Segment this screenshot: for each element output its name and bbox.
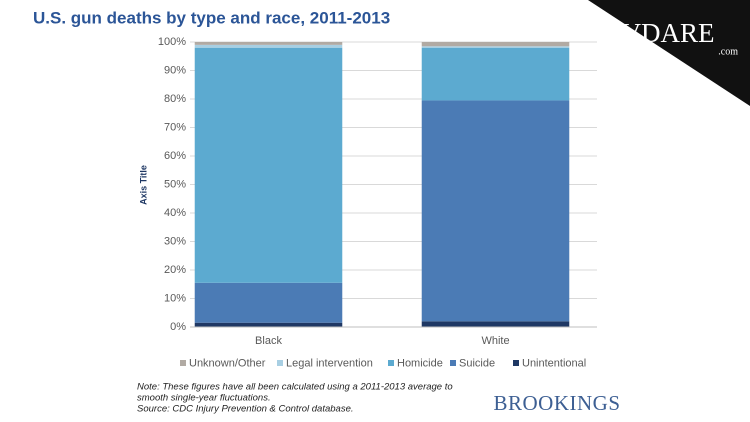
note: Note: These figures have all been calcul…: [137, 382, 453, 415]
legend-swatch: [180, 360, 186, 366]
legend-swatch: [277, 360, 283, 366]
legend-label: Homicide: [397, 357, 443, 369]
bar-segment: [194, 282, 343, 323]
x-tick-label: White: [481, 335, 509, 347]
chart-title: U.S. gun deaths by type and race, 2011-2…: [33, 8, 390, 27]
y-tick-label: 60%: [164, 150, 186, 162]
y-tick-label: 10%: [164, 292, 186, 304]
y-tick-label: 40%: [164, 207, 186, 219]
watermark-corner: [588, 0, 750, 106]
watermark-suffix: .com: [718, 46, 738, 57]
bar-segment: [421, 47, 570, 101]
y-tick-label: 70%: [164, 121, 186, 133]
bar-segment: [421, 321, 570, 327]
legend-swatch: [388, 360, 394, 366]
legend-label: Unintentional: [522, 357, 586, 369]
y-tick-label: 20%: [164, 264, 186, 276]
y-tick-label: 80%: [164, 93, 186, 105]
y-tick-label: 50%: [164, 178, 186, 190]
watermark: VDARE: [622, 18, 715, 48]
note-line: Note: These figures have all been calcul…: [137, 382, 453, 393]
y-tick-label: 100%: [158, 36, 186, 48]
x-tick-label: Black: [255, 335, 282, 347]
legend-label: Unknown/Other: [189, 357, 266, 369]
y-tick-label: 90%: [164, 64, 186, 76]
y-axis-title: Axis Title: [138, 165, 148, 205]
note-line: Source: CDC Injury Prevention & Control …: [137, 404, 354, 415]
bar-segment: [194, 44, 343, 48]
bar-segment: [421, 100, 570, 322]
legend-label: Suicide: [459, 357, 495, 369]
bar-segment: [194, 42, 343, 45]
legend-swatch: [513, 360, 519, 366]
legend-swatch: [450, 360, 456, 366]
bar-segment: [421, 46, 570, 48]
y-tick-label: 0%: [170, 321, 186, 333]
bar-segment: [194, 322, 343, 327]
bar-segment: [194, 47, 343, 283]
note-line: smooth single-year fluctuations.: [137, 393, 271, 404]
y-tick-label: 30%: [164, 235, 186, 247]
bar-segment: [421, 42, 570, 47]
legend-label: Legal intervention: [286, 357, 373, 369]
brookings-logo: BROOKINGS: [493, 391, 620, 415]
